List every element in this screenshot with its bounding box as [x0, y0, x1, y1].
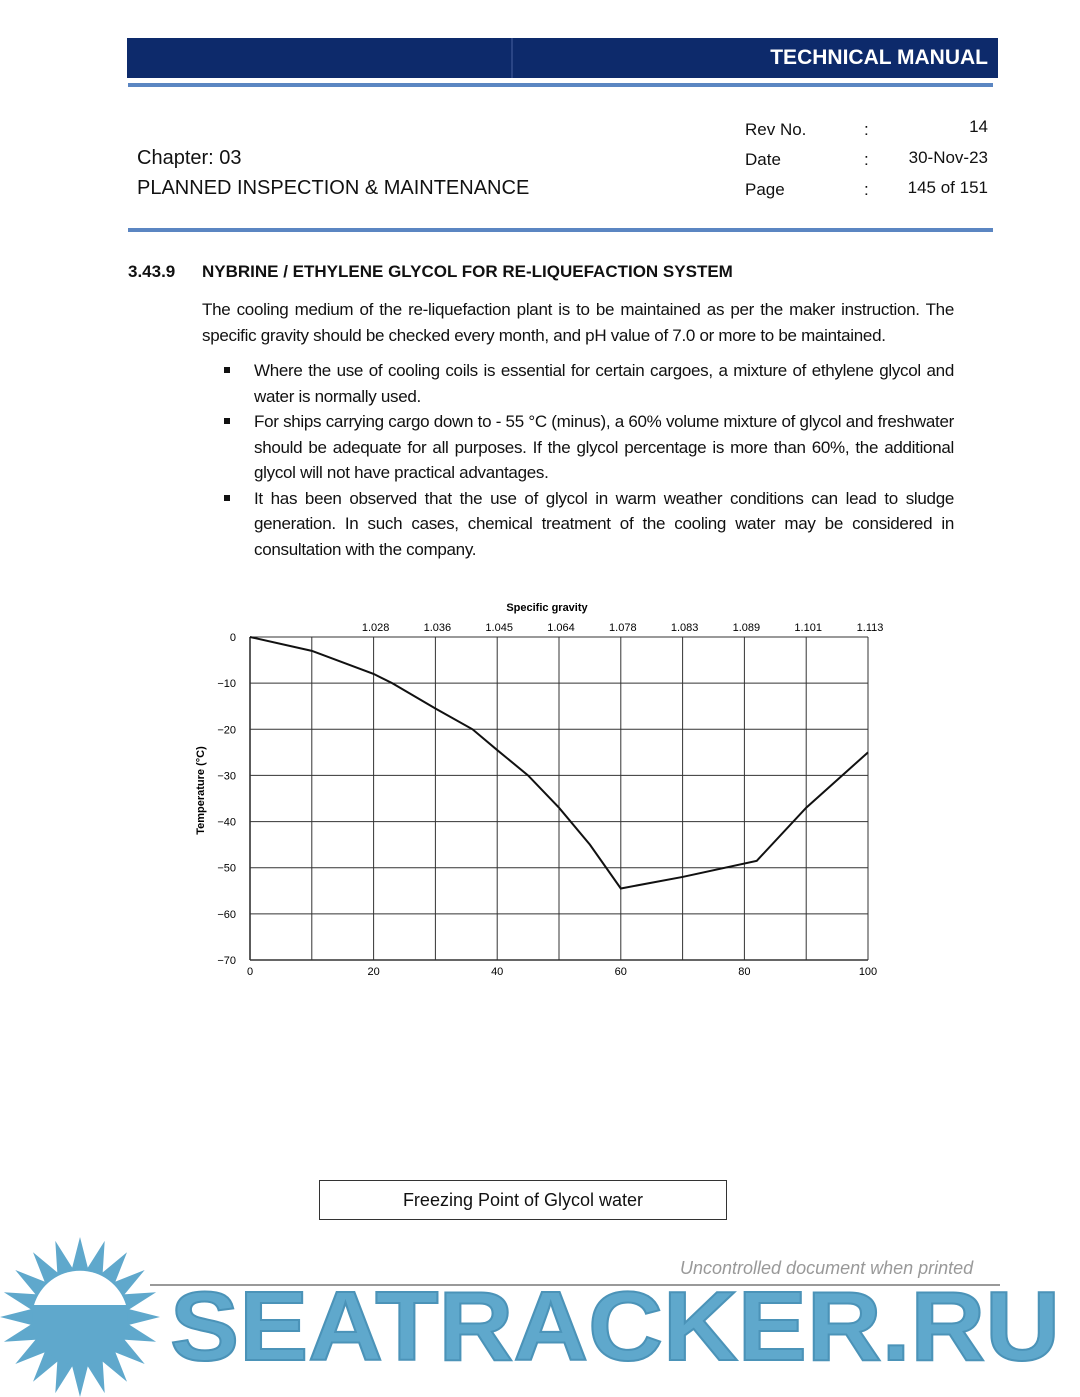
x-tick-label: 40	[491, 966, 503, 978]
y-axis-label: Temperature (°C)	[195, 746, 207, 835]
specific-gravity-tick-label: 1.028	[362, 622, 390, 634]
specific-gravity-tick-label: 1.064	[547, 622, 575, 634]
x-tick-label: 60	[615, 966, 627, 978]
y-tick-label: −60	[217, 909, 236, 921]
section-body: The cooling medium of the re-liquefactio…	[202, 297, 954, 562]
bullet-item: It has been observed that the use of gly…	[224, 486, 954, 563]
specific-gravity-tick-label: 1.083	[671, 622, 699, 634]
bullet-text: For ships carrying cargo down to - 55 °C…	[254, 412, 954, 482]
chapter-title: PLANNED INSPECTION & MAINTENANCE	[137, 177, 530, 199]
y-tick-label: −10	[217, 678, 236, 690]
x-tick-label: 80	[738, 966, 750, 978]
section-title: NYBRINE / ETHYLENE GLYCOL FOR RE-LIQUEFA…	[202, 262, 733, 281]
rev-value: 14	[969, 117, 988, 136]
sun-icon	[0, 1237, 160, 1397]
x-tick-label: 20	[367, 966, 379, 978]
section-number: 3.43.9	[128, 262, 176, 281]
y-tick-label: −50	[217, 863, 236, 875]
rev-label: Rev No.	[745, 120, 807, 139]
header-banner: TECHNICAL MANUAL	[127, 38, 998, 78]
figure-caption: Freezing Point of Glycol water	[319, 1180, 727, 1220]
y-tick-label: −20	[217, 724, 236, 736]
y-tick-label: −70	[217, 955, 236, 967]
chapter-number: Chapter: 03	[137, 147, 242, 169]
page-value: 145 of 151	[907, 178, 988, 197]
y-tick-label: −40	[217, 817, 236, 829]
top-axis-label: Specific gravity	[506, 602, 588, 614]
watermark-logo: SEATRACKER.RU	[0, 1237, 1061, 1397]
bullet-item: For ships carrying cargo down to - 55 °C…	[224, 409, 954, 486]
x-tick-label: 0	[247, 966, 253, 978]
manual-title: TECHNICAL MANUAL	[770, 46, 988, 69]
watermark-note: Uncontrolled document when printed	[680, 1258, 974, 1278]
date-label: Date	[745, 150, 781, 169]
freezing-point-curve	[249, 636, 869, 890]
specific-gravity-tick-label: 1.113	[857, 622, 884, 634]
section-heading: 3.43.9 NYBRINE / ETHYLENE GLYCOL FOR RE-L…	[128, 262, 733, 282]
date-value: 30-Nov-23	[908, 148, 988, 167]
y-tick-label: −30	[217, 770, 236, 782]
freezing-point-chart: 0 −10 −20 −30 −40 −50 −60 −70 0 20 40 60 80 100 1.028 1…	[195, 602, 884, 978]
intro-paragraph: The cooling medium of the re-liquefactio…	[202, 300, 954, 345]
x-tick-label: 100	[859, 966, 877, 978]
specific-gravity-tick-label: 1.078	[609, 622, 637, 634]
y-tick-label: 0	[230, 632, 236, 644]
specific-gravity-tick-label: 1.089	[733, 622, 761, 634]
divider	[128, 83, 993, 87]
specific-gravity-tick-label: 1.036	[424, 622, 452, 634]
sep: :	[864, 180, 869, 199]
sep: :	[864, 120, 869, 139]
specific-gravity-tick-label: 1.101	[794, 622, 822, 634]
specific-gravity-tick-label: 1.045	[485, 622, 513, 634]
bullet-icon	[224, 367, 230, 373]
sep: :	[864, 150, 869, 169]
bullet-icon	[224, 494, 230, 501]
bullet-icon	[224, 418, 230, 424]
svg-text:SEATRACKER.RU: SEATRACKER.RU	[170, 1271, 1060, 1381]
bullet-text: It has been observed that the use of gly…	[254, 488, 954, 559]
divider	[128, 228, 993, 232]
page-label: Page	[745, 180, 785, 199]
bullet-text: Where the use of cooling coils is essent…	[254, 361, 954, 406]
bullet-item: Where the use of cooling coils is essent…	[224, 358, 954, 409]
